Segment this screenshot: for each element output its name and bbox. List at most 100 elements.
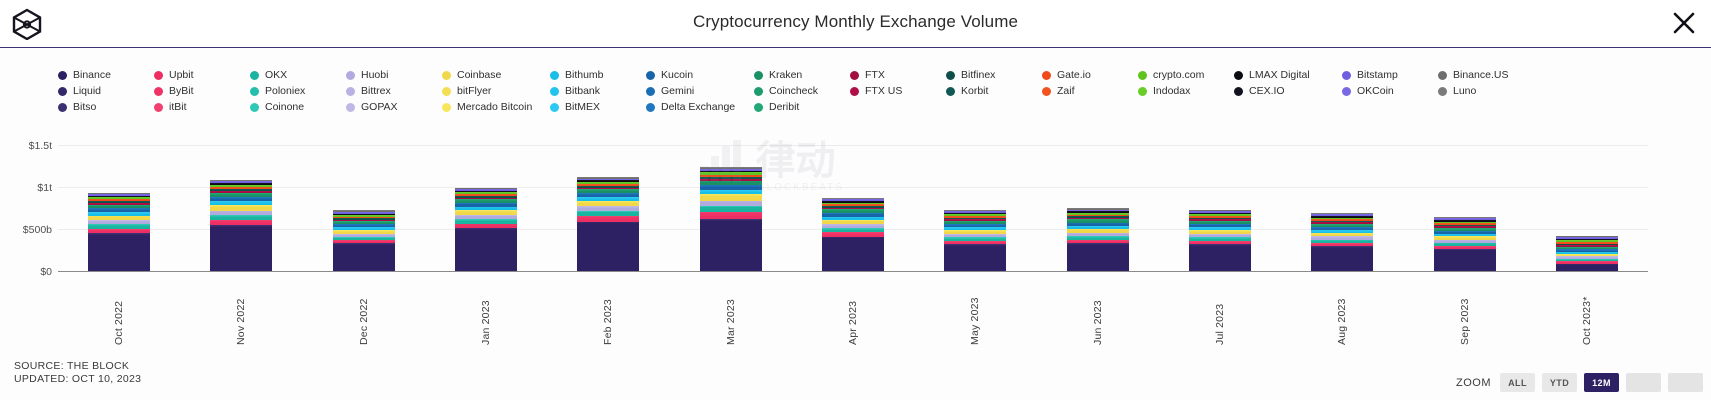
- bar-segment: [699, 201, 762, 203]
- bar-segment: [210, 202, 273, 203]
- stacked-bar-oct-2023-[interactable]: [1555, 235, 1618, 271]
- legend-item-cex-io[interactable]: CEX.IO: [1234, 84, 1342, 99]
- legend-color-dot: [550, 87, 559, 96]
- close-icon[interactable]: [1669, 8, 1699, 38]
- bar-segment: [332, 234, 395, 236]
- stacked-bar-may-2023[interactable]: [944, 209, 1007, 271]
- stacked-bar-sep-2023[interactable]: [1433, 216, 1496, 271]
- bar-segment: [1433, 246, 1496, 248]
- bar-segment: [455, 210, 518, 211]
- legend-item-ftx-us[interactable]: FTX US: [850, 84, 946, 99]
- legend-item-binance[interactable]: Binance: [58, 68, 154, 83]
- x-axis-tick-label: Jul 2023: [1213, 303, 1226, 345]
- legend-item-okcoin[interactable]: OKCoin: [1342, 84, 1438, 99]
- stacked-bar-oct-2022[interactable]: [88, 192, 151, 271]
- legend-item-bitfinex[interactable]: Bitfinex: [946, 68, 1042, 83]
- legend-item-bittrex[interactable]: Bittrex: [346, 84, 442, 99]
- zoom-button-all[interactable]: ALL: [1500, 373, 1535, 392]
- legend-item-liquid[interactable]: Liquid: [58, 84, 154, 99]
- legend-item-okx[interactable]: OKX: [250, 68, 346, 83]
- legend-item-mercado-bitcoin[interactable]: Mercado Bitcoin: [442, 100, 550, 115]
- bar-segment: [944, 216, 1007, 218]
- zoom-button-12m[interactable]: 12M: [1584, 373, 1619, 392]
- legend-item-binance-us[interactable]: Binance.US: [1438, 68, 1534, 83]
- gridline: [58, 187, 1648, 188]
- legend-item-label: FTX: [865, 69, 885, 81]
- bar-segment: [332, 217, 395, 219]
- zoom-button-blank[interactable]: [1668, 373, 1703, 392]
- stacked-bar-jan-2023[interactable]: [455, 187, 518, 271]
- bar-segment: [944, 241, 1007, 243]
- stacked-bar-jun-2023[interactable]: [1066, 208, 1129, 271]
- legend-item-bitstamp[interactable]: Bitstamp: [1342, 68, 1438, 83]
- legend-item-bitso[interactable]: Bitso: [58, 100, 154, 115]
- bar-segment: [1555, 254, 1618, 256]
- legend-item-coinone[interactable]: Coinone: [250, 100, 346, 115]
- legend-color-dot: [346, 87, 355, 96]
- stacked-bar-aug-2023[interactable]: [1311, 212, 1374, 271]
- legend-item-bybit[interactable]: ByBit: [154, 84, 250, 99]
- legend-item-lmax-digital[interactable]: LMAX Digital: [1234, 68, 1342, 83]
- bar-segment: [944, 231, 1007, 234]
- bar-segment: [1188, 234, 1251, 236]
- stacked-bar-nov-2022[interactable]: [210, 179, 273, 271]
- bar-segment: [822, 232, 885, 234]
- stacked-bar-feb-2023[interactable]: [577, 177, 640, 271]
- bar-segment: [822, 218, 885, 220]
- legend-item-bitflyer[interactable]: bitFlyer: [442, 84, 550, 99]
- x-label-slot: May 2023: [914, 275, 1036, 345]
- stacked-bar-dec-2022[interactable]: [332, 210, 395, 271]
- legend-item-bitmex[interactable]: BitMEX: [550, 100, 646, 115]
- legend-item-zaif[interactable]: Zaif: [1042, 84, 1138, 99]
- x-axis-tick-label: Nov 2022: [235, 298, 248, 345]
- legend-item-ftx[interactable]: FTX: [850, 68, 946, 83]
- bar-segment: [944, 222, 1007, 224]
- legend-item-korbit[interactable]: Korbit: [946, 84, 1042, 99]
- legend-item-coinbase[interactable]: Coinbase: [442, 68, 550, 83]
- stacked-bar-jul-2023[interactable]: [1188, 209, 1251, 271]
- bar-segment: [455, 228, 518, 230]
- bar-segment: [944, 214, 1007, 216]
- legend-color-dot: [58, 87, 67, 96]
- bar-segment: [1555, 238, 1618, 240]
- legend-item-gopax[interactable]: GOPAX: [346, 100, 442, 115]
- legend-item-huobi[interactable]: Huobi: [346, 68, 442, 83]
- bar-segment: [822, 201, 885, 203]
- legend-item-indodax[interactable]: Indodax: [1138, 84, 1234, 99]
- legend-item-coincheck[interactable]: Coincheck: [754, 84, 850, 99]
- bar-segment: [1311, 234, 1374, 237]
- legend-item-gate-io[interactable]: Gate.io: [1042, 68, 1138, 83]
- legend-item-crypto-com[interactable]: crypto.com: [1138, 68, 1234, 83]
- legend-color-dot: [1042, 87, 1051, 96]
- legend-item-kucoin[interactable]: Kucoin: [646, 68, 754, 83]
- bar-segment: [1066, 244, 1129, 245]
- legend-item-bitbank[interactable]: Bitbank: [550, 84, 646, 99]
- legend-item-luno[interactable]: Luno: [1438, 84, 1534, 99]
- bar-segment: [577, 194, 640, 198]
- source-line: SOURCE: THE BLOCK: [14, 360, 130, 372]
- legend-item-bithumb[interactable]: Bithumb: [550, 68, 646, 83]
- bar-segment: [1311, 236, 1374, 238]
- bar-segment: [210, 225, 273, 227]
- zoom-button-ytd[interactable]: YTD: [1542, 373, 1577, 392]
- bar-segment: [455, 216, 518, 219]
- bar-segment: [1188, 215, 1251, 216]
- bar-segment: [1188, 215, 1251, 217]
- legend-item-upbit[interactable]: Upbit: [154, 68, 250, 83]
- stacked-bar-apr-2023[interactable]: [822, 197, 885, 271]
- legend-item-poloniex[interactable]: Poloniex: [250, 84, 346, 99]
- x-label-slot: Jan 2023: [425, 275, 547, 345]
- zoom-button-blank[interactable]: [1626, 373, 1661, 392]
- legend-item-deribit[interactable]: Deribit: [754, 100, 850, 115]
- bar-slot: [1281, 124, 1403, 271]
- legend-item-delta-exchange[interactable]: Delta Exchange: [646, 100, 754, 115]
- legend-item-gemini[interactable]: Gemini: [646, 84, 754, 99]
- bar-segment: [699, 194, 762, 196]
- bar-segment: [455, 226, 518, 229]
- y-axis-tick-label: $500b: [22, 224, 52, 236]
- stacked-bar-mar-2023[interactable]: [699, 167, 762, 271]
- legend-item-itbit[interactable]: itBit: [154, 100, 250, 115]
- legend-color-dot: [1138, 71, 1147, 80]
- legend-item-kraken[interactable]: Kraken: [754, 68, 850, 83]
- bar-segment: [699, 205, 762, 207]
